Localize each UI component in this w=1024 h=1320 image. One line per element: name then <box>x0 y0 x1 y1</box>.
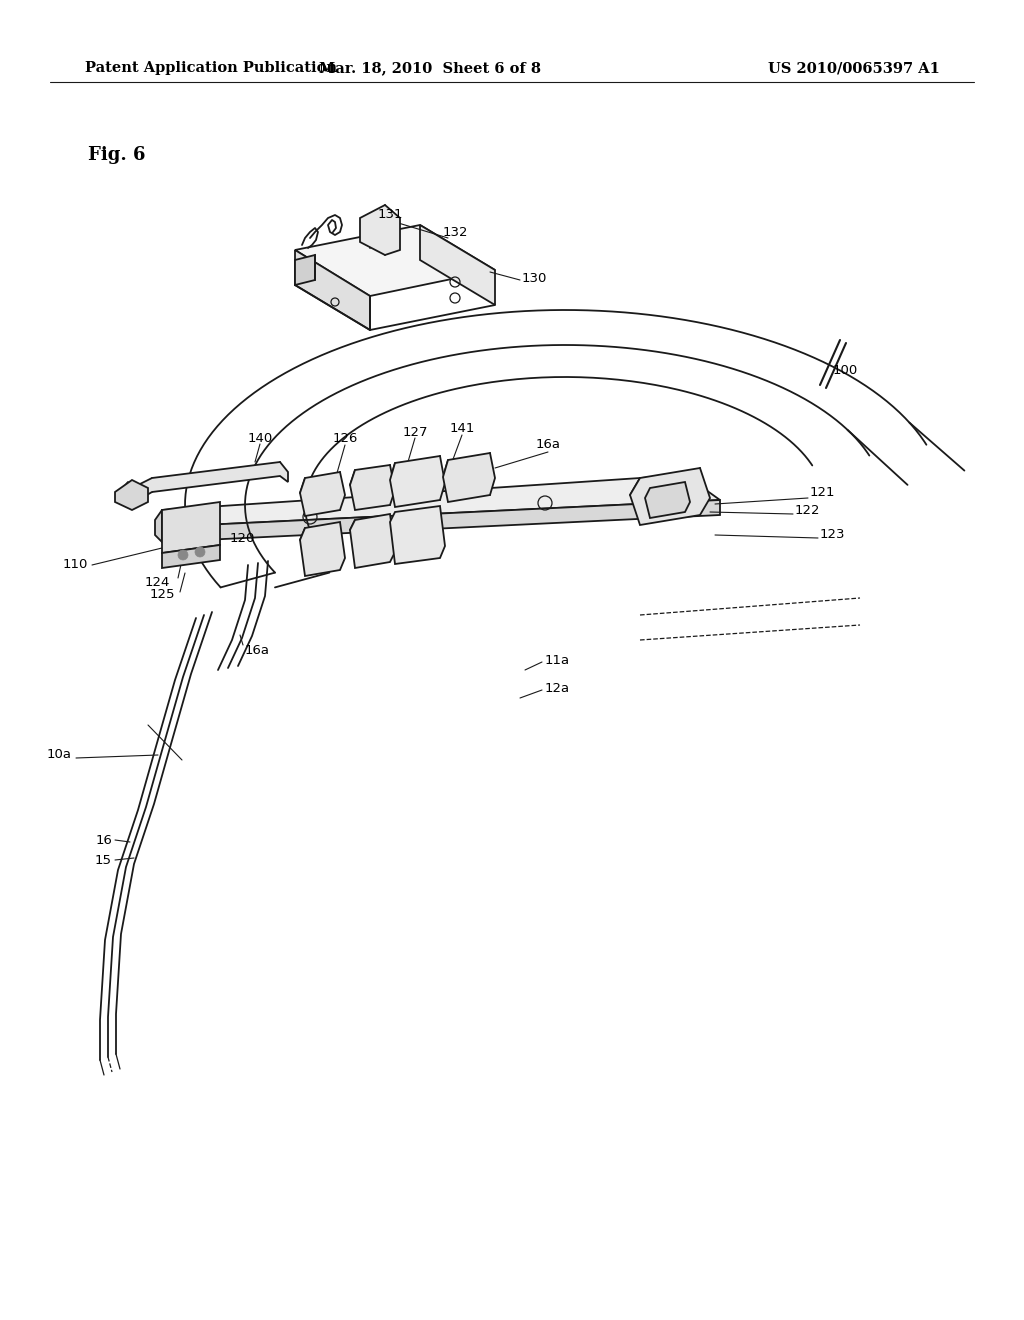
Polygon shape <box>300 473 345 516</box>
Text: 10a: 10a <box>47 748 72 762</box>
Text: Mar. 18, 2010  Sheet 6 of 8: Mar. 18, 2010 Sheet 6 of 8 <box>319 61 541 75</box>
Text: 131: 131 <box>377 209 402 222</box>
Text: 121: 121 <box>810 486 836 499</box>
Polygon shape <box>350 513 395 568</box>
Polygon shape <box>155 510 162 543</box>
Text: 122: 122 <box>795 503 820 516</box>
Polygon shape <box>420 224 495 305</box>
Text: 120: 120 <box>230 532 255 544</box>
Text: 15: 15 <box>95 854 112 866</box>
Polygon shape <box>162 475 720 527</box>
Text: 16a: 16a <box>245 644 270 656</box>
Polygon shape <box>443 453 495 502</box>
Polygon shape <box>295 255 315 285</box>
Text: 11a: 11a <box>545 653 570 667</box>
Text: 123: 123 <box>820 528 846 541</box>
Polygon shape <box>300 521 345 576</box>
Text: 110: 110 <box>62 558 88 572</box>
Circle shape <box>195 546 205 557</box>
Polygon shape <box>390 455 445 507</box>
Polygon shape <box>390 506 445 564</box>
Circle shape <box>178 550 188 560</box>
Polygon shape <box>630 469 710 525</box>
Text: 130: 130 <box>522 272 548 285</box>
Polygon shape <box>295 249 370 330</box>
Text: 16: 16 <box>95 833 112 846</box>
Text: 124: 124 <box>144 576 170 589</box>
Polygon shape <box>162 500 720 543</box>
Polygon shape <box>360 205 400 255</box>
Text: Patent Application Publication: Patent Application Publication <box>85 61 337 75</box>
Text: 12a: 12a <box>545 681 570 694</box>
Polygon shape <box>132 462 288 502</box>
Text: 100: 100 <box>833 363 858 376</box>
Text: 141: 141 <box>450 421 475 434</box>
Text: 140: 140 <box>248 432 272 445</box>
Text: 16a: 16a <box>536 438 560 451</box>
Text: 127: 127 <box>402 425 428 438</box>
Text: 126: 126 <box>333 432 357 445</box>
Text: Fig. 6: Fig. 6 <box>88 147 145 164</box>
Text: US 2010/0065397 A1: US 2010/0065397 A1 <box>768 61 940 75</box>
Polygon shape <box>645 482 690 517</box>
Text: 125: 125 <box>150 589 175 602</box>
Polygon shape <box>350 465 395 510</box>
Polygon shape <box>295 224 495 296</box>
Polygon shape <box>115 480 148 510</box>
Polygon shape <box>162 502 220 553</box>
Polygon shape <box>162 545 220 568</box>
Text: 132: 132 <box>442 226 468 239</box>
